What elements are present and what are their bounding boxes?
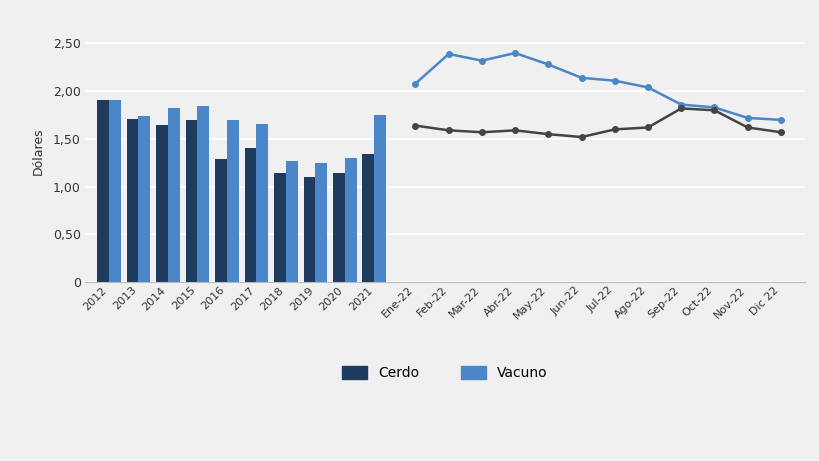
Bar <box>344 158 356 282</box>
Bar <box>227 120 238 282</box>
Bar <box>286 161 297 282</box>
Bar <box>373 115 386 282</box>
Bar <box>127 119 138 282</box>
Bar <box>362 154 373 282</box>
Bar <box>256 124 268 282</box>
Bar <box>303 177 314 282</box>
Bar <box>156 124 168 282</box>
Bar <box>274 173 286 282</box>
Bar <box>314 163 327 282</box>
Y-axis label: Dólares: Dólares <box>31 127 44 175</box>
Bar <box>215 159 227 282</box>
Bar <box>333 173 344 282</box>
Bar <box>244 148 256 282</box>
Legend: Cerdo, Vacuno: Cerdo, Vacuno <box>336 361 553 386</box>
Bar <box>97 100 109 282</box>
Bar <box>168 108 179 282</box>
Bar <box>185 120 197 282</box>
Bar <box>138 116 150 282</box>
Bar <box>197 106 209 282</box>
Bar <box>109 100 120 282</box>
